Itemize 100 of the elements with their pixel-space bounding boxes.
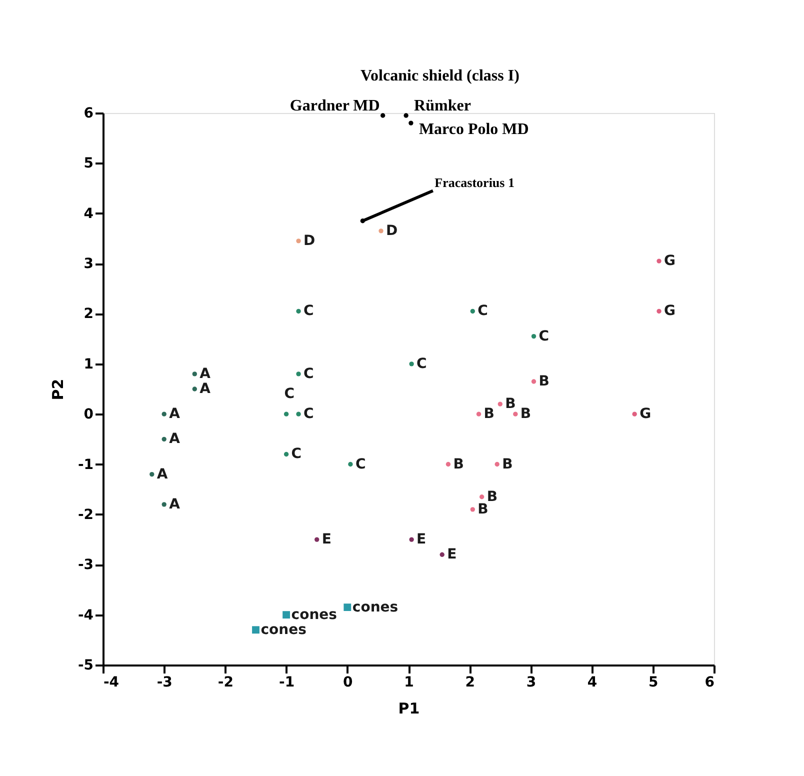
series-label: E: [322, 532, 332, 548]
point: [296, 238, 301, 244]
text: B: [478, 501, 488, 518]
y-tick-label: 1: [84, 356, 94, 372]
point: [513, 412, 518, 416]
text: C: [304, 303, 314, 320]
point: [531, 379, 536, 384]
series-label: A: [200, 366, 211, 382]
text: B: [453, 456, 464, 472]
text: Volcanic shield (class I): [360, 68, 520, 85]
text: A: [200, 381, 210, 397]
point: [378, 228, 384, 234]
text: E: [447, 546, 457, 563]
y-tick-label: 5: [84, 156, 94, 172]
text: A: [169, 406, 180, 422]
point: [296, 412, 301, 416]
point: [296, 308, 301, 314]
point: [252, 626, 260, 634]
point: [531, 334, 536, 339]
point: [314, 537, 320, 542]
point: [440, 552, 444, 557]
text: C: [538, 328, 550, 344]
y-tick-label: -4: [78, 607, 94, 624]
point: [409, 362, 414, 366]
y-tick-label: -5: [78, 658, 94, 674]
y-tick-label: -1: [78, 456, 94, 473]
point: [284, 412, 289, 416]
point: [470, 308, 475, 314]
x-tick-label: 3: [526, 674, 536, 690]
y-tick-label: -2: [78, 506, 94, 523]
point: [494, 462, 500, 467]
x-tick-label: -2: [218, 674, 234, 690]
point: [498, 402, 502, 406]
point: [656, 258, 662, 264]
text: C: [291, 446, 302, 462]
point: [348, 462, 353, 467]
text: B: [502, 456, 513, 472]
x-tick-label: -3: [156, 674, 172, 690]
point: [470, 507, 475, 512]
text: C: [284, 386, 295, 402]
series-label: C: [304, 366, 314, 382]
text: C: [416, 356, 427, 372]
y-axis-title: P2: [48, 378, 67, 400]
annotation: Gardner MD: [290, 98, 380, 115]
series-label: B: [505, 396, 516, 412]
annotation: Marco Polo MD: [418, 121, 529, 138]
x-tick-label: 0: [343, 674, 354, 690]
text: C: [304, 406, 314, 422]
point: [162, 436, 166, 442]
point: [162, 412, 166, 416]
point: [479, 494, 484, 500]
x-tick-label: -1: [279, 674, 295, 690]
point: [296, 372, 301, 376]
x-tick-label: -4: [104, 674, 120, 690]
point: [284, 452, 289, 457]
y-tick-label: 3: [84, 256, 94, 272]
x-tick-label: 1: [404, 674, 414, 690]
text: B: [486, 488, 498, 505]
y-tick-label: 4: [84, 206, 94, 222]
point: [408, 120, 414, 126]
x-tick-label: 6: [704, 674, 714, 690]
series-label: D: [304, 232, 316, 249]
text: A: [156, 466, 168, 482]
text: cones: [291, 606, 338, 623]
annotation: Rümker: [414, 98, 471, 115]
y-tick-label: -3: [78, 557, 94, 574]
y-tick-label: 0: [84, 406, 94, 423]
text: B: [538, 373, 550, 390]
text: C: [478, 303, 488, 320]
text: B: [520, 406, 532, 422]
text: A: [169, 496, 180, 512]
point: [344, 604, 352, 611]
y-tick-label: 2: [84, 306, 94, 322]
point: [192, 372, 197, 376]
point: [404, 113, 408, 118]
annotation: Fracastorius 1: [434, 174, 514, 190]
point: [162, 502, 166, 507]
point: [409, 537, 414, 542]
x-tick-label: 4: [587, 674, 598, 690]
text: G: [640, 406, 652, 422]
point: [282, 611, 290, 619]
point: [380, 113, 386, 118]
text: D: [386, 222, 398, 239]
text: C: [355, 456, 366, 472]
x-tick-label: 5: [648, 674, 658, 690]
series-label: G: [664, 253, 676, 270]
x-axis-title: P1: [398, 700, 420, 718]
point: [150, 472, 154, 477]
text: A: [169, 431, 180, 448]
point: [656, 308, 662, 314]
point: [632, 412, 637, 416]
point: [476, 412, 482, 416]
text: B: [484, 406, 494, 422]
point: [192, 386, 197, 392]
text: E: [416, 532, 426, 548]
point: [446, 462, 451, 467]
text: G: [664, 303, 676, 320]
series-label: cones: [352, 599, 398, 616]
y-tick-label: 6: [84, 106, 94, 122]
text: cones: [260, 622, 306, 638]
